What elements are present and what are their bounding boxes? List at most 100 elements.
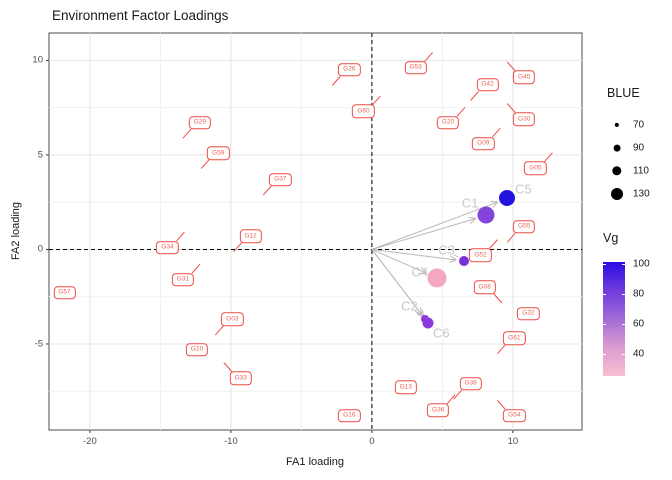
x-tick-label-0: 0 [369, 436, 375, 447]
legend-vg-label-40: 40 [633, 348, 645, 360]
genotype-leader-G26 [331, 76, 341, 86]
chart-title: Environment Factor Loadings [52, 8, 229, 23]
env-factor-label-C4: C4 [411, 264, 429, 280]
genotype-label-G05: G05 [524, 161, 547, 175]
genotype-label-G53: G53 [404, 61, 427, 75]
loading-arrow-C5 [371, 202, 497, 250]
env-factor-point-C1 [477, 206, 495, 224]
genotype-label-G10: G10 [185, 342, 209, 357]
genotype-leader-G33 [223, 362, 233, 372]
legend-blue-label-130: 130 [633, 188, 650, 200]
genotype-label-G55: G55 [513, 220, 536, 234]
env-label-leader-C6 [433, 326, 435, 329]
x-tick-label--10: -10 [224, 436, 238, 447]
genotype-label-G60: G60 [352, 104, 375, 119]
genotype-leader-G12 [233, 242, 243, 253]
env-factor-point-C4 [427, 268, 447, 288]
genotype-leader-G55 [506, 232, 516, 243]
genotype-label-G03: G03 [221, 312, 244, 327]
genotype-leader-G30 [506, 103, 516, 113]
legend-vg-label-80: 80 [633, 288, 645, 300]
legend-vg-tickmark-100-right [622, 264, 625, 266]
env-factor-label-C1: C1 [461, 195, 479, 211]
genotype-leader-G52 [489, 239, 498, 249]
x-tick-label-10: 10 [507, 436, 519, 447]
plot-panel [48, 32, 583, 431]
genotype-leader-G37 [262, 185, 272, 196]
y-tick-label-10: 10 [32, 54, 43, 66]
legend-vg-tickmark-40-right [622, 354, 625, 356]
env-factor-label-C3: C3 [438, 242, 455, 258]
x-tick-label--20: -20 [83, 436, 97, 447]
genotype-leader-G09 [491, 127, 501, 138]
env-label-leader-C3 [453, 254, 459, 258]
genotype-label-G52: G52 [469, 248, 492, 262]
genotype-label-G16: G16 [338, 409, 361, 423]
legend-blue-dot-110 [612, 166, 622, 176]
y-tick-label-0: 0 [37, 243, 43, 255]
genotype-label-G54: G54 [503, 409, 526, 423]
genotype-label-G37: G37 [269, 172, 292, 187]
loading-arrow-C1 [371, 219, 475, 250]
legend-vg-label-100: 100 [633, 258, 650, 270]
loading-arrow-C3 [371, 248, 456, 259]
x-axis-title: FA1 loading [285, 456, 345, 468]
legend-blue-label-110: 110 [633, 165, 649, 177]
legend-blue-title: BLUE [607, 86, 640, 100]
genotype-label-G08: G08 [473, 280, 496, 295]
genotype-leader-G31 [191, 263, 201, 274]
genotype-leader-G29 [182, 128, 192, 139]
genotype-leader-G38 [453, 389, 462, 400]
legend-vg-tickmark-40-left [603, 354, 606, 356]
genotype-leader-G36 [446, 394, 456, 404]
legend-vg-tickmark-100-left [603, 264, 606, 266]
legend-vg-tickmark-60-left [603, 324, 606, 326]
y-tick-label--5: -5 [34, 338, 43, 350]
env-factor-label-C5: C5 [514, 181, 532, 197]
genotype-leader-G08 [493, 293, 503, 304]
genotype-label-G38: G38 [459, 376, 482, 391]
y-tick-label-5: 5 [37, 149, 43, 161]
legend-blue-dot-70 [614, 122, 620, 128]
genotype-label-G09: G09 [472, 136, 495, 151]
genotype-leader-G54 [496, 399, 506, 410]
loading-arrow-C6 [371, 249, 423, 316]
genotype-leader-G03 [214, 325, 224, 336]
genotype-label-G32: G32 [517, 306, 540, 321]
genotype-label-G61: G61 [503, 331, 526, 346]
genotype-label-G29: G29 [188, 116, 212, 130]
legend-vg-gradient-bar [603, 262, 625, 376]
legend-vg-tickmark-80-right [622, 294, 625, 296]
genotype-leader-G20 [456, 106, 466, 117]
env-label-leader-C2 [416, 311, 422, 317]
env-factor-point-C5 [499, 190, 516, 207]
legend-blue-dot-130 [611, 188, 623, 200]
genotype-label-G12: G12 [239, 229, 262, 243]
genotype-label-G33: G33 [229, 371, 252, 385]
loading-arrow-C4 [371, 249, 425, 272]
genotype-leader-G34 [176, 231, 185, 242]
env-factor-point-C6 [422, 317, 434, 329]
genotype-leader-G42 [470, 91, 479, 101]
genotype-label-G59: G59 [207, 146, 230, 160]
genotype-label-G34: G34 [156, 240, 179, 255]
env-factor-label-C6: C6 [432, 325, 450, 341]
genotype-leader-G45 [506, 61, 516, 72]
genotype-label-G13: G13 [394, 380, 417, 395]
genotype-label-G57: G57 [53, 286, 76, 300]
legend-blue-label-90: 90 [633, 142, 645, 154]
genotype-leader-G53 [424, 52, 433, 62]
genotype-leader-G60 [372, 95, 381, 106]
legend-vg-tickmark-80-left [603, 294, 606, 296]
env-factor-point-C3 [458, 255, 469, 266]
genotype-label-G42: G42 [476, 78, 499, 92]
legend-vg-label-60: 60 [633, 318, 645, 330]
genotype-leader-G59 [200, 159, 210, 169]
legend-blue-dot-90 [613, 144, 621, 152]
genotype-leader-G61 [496, 344, 506, 355]
genotype-label-G36: G36 [427, 403, 450, 417]
genotype-label-G20: G20 [436, 116, 460, 130]
legend-blue-label-70: 70 [633, 119, 645, 131]
